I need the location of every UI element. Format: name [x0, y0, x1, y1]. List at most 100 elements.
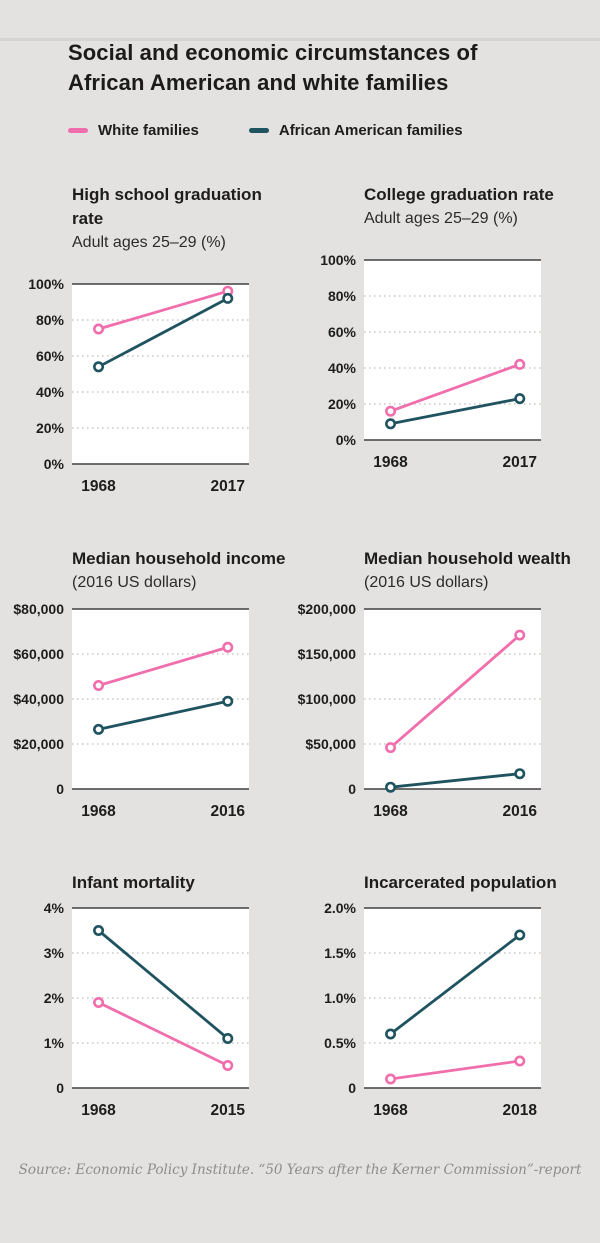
legend-label-african-american-families: African American families: [278, 122, 463, 139]
y-tick-label: $150,000: [298, 646, 357, 662]
chart-title: Median household wealth: [364, 549, 571, 568]
y-tick-label: 2%: [44, 990, 65, 1006]
y-tick-label: 60%: [328, 324, 357, 340]
plot-background: [364, 908, 541, 1088]
series-line-white-families: [390, 363, 521, 413]
x-tick-label: 1968: [373, 1102, 408, 1119]
y-tick-label: $60,000: [13, 646, 64, 662]
chart-canvas: 0 $50,000 $100,000 $150,000 $200,000 1968 2016: [298, 601, 541, 820]
legend-item-white-families: White families: [68, 122, 199, 139]
plot-area: 0 1% 2% 3% 4% 1968 2015: [2, 896, 294, 1126]
y-tick-label: 1.0%: [324, 990, 356, 1006]
y-tick-label: 80%: [36, 312, 65, 328]
data-point-african-american-families-1968: [93, 361, 105, 373]
plot-background: [72, 609, 249, 789]
y-tick-label: 80%: [328, 288, 357, 304]
x-tick-label: 2018: [503, 1102, 538, 1119]
legend: White families African American families: [68, 122, 600, 139]
data-point-white-families-1968: [93, 323, 105, 335]
chart-subtitle: (2016 US dollars): [364, 574, 489, 591]
data-point-african-american-families-2018: [514, 929, 526, 941]
data-point-african-american-families-2016: [222, 695, 234, 707]
x-tick-label: 2016: [503, 803, 538, 820]
african-american-families-swatch: [248, 128, 269, 133]
plot-area: 0% 20% 40% 60% 80% 100% 1968 2017: [2, 272, 294, 502]
data-point-white-families-1968: [93, 997, 105, 1009]
chart-subtitle: (2016 US dollars): [72, 574, 197, 591]
series-line-white-families: [389, 634, 521, 749]
x-tick-label: 1968: [81, 1102, 116, 1119]
data-point-white-families-1968: [385, 1073, 397, 1085]
series-line-african-american-families: [389, 933, 521, 1036]
chart-high-school-graduation-rate: High school graduation rate Adult ages 2…: [2, 183, 294, 502]
chart-college-graduation-rate: College graduation rate Adult ages 25–29…: [294, 183, 586, 502]
series-line-african-american-families: [390, 397, 521, 426]
data-point-white-families-2018: [514, 1055, 526, 1067]
data-point-african-american-families-1968: [385, 781, 397, 793]
series-line-african-american-families: [97, 297, 229, 369]
y-tick-label: 2.0%: [324, 900, 356, 916]
y-tick-label: 1.5%: [324, 945, 356, 961]
y-tick-label: 0: [348, 1080, 356, 1096]
y-tick-label: 0%: [336, 432, 357, 448]
data-point-white-families-2016: [222, 641, 234, 653]
data-point-white-families-2015: [222, 1060, 234, 1072]
series-line-white-families: [98, 289, 229, 331]
y-tick-label: 20%: [328, 396, 357, 412]
data-point-african-american-families-1968: [93, 924, 105, 936]
chart-median-household-income: Median household income (2016 US dollars…: [2, 547, 294, 827]
x-tick-label: 2016: [211, 803, 246, 820]
y-tick-label: 4%: [44, 900, 65, 916]
page-title-line1: Social and economic circumstances of: [68, 40, 478, 65]
data-point-white-families-2017: [514, 358, 526, 370]
y-tick-label: $100,000: [298, 691, 357, 707]
legend-item-african-american-families: African American families: [248, 122, 463, 139]
y-tick-label: $200,000: [298, 601, 357, 617]
series-line-african-american-families: [98, 699, 229, 731]
chart-canvas: 0 0.5% 1.0% 1.5% 2.0% 1968 2018: [324, 900, 541, 1119]
chart-canvas: 0% 20% 40% 60% 80% 100% 1968 2017: [320, 252, 541, 471]
x-tick-label: 1968: [81, 478, 116, 495]
y-tick-label: 0: [56, 1080, 64, 1096]
y-tick-label: 100%: [320, 252, 356, 268]
y-tick-label: 60%: [36, 348, 65, 364]
chart-subtitle: Adult ages 25–29 (%): [364, 210, 518, 227]
data-point-african-american-families-2017: [514, 393, 526, 405]
series-line-white-families: [97, 1001, 229, 1067]
legend-label-white-families: White families: [98, 122, 199, 139]
data-point-white-families-1968: [385, 742, 397, 754]
page-title: Social and economic circumstances of Afr…: [68, 38, 540, 98]
chart-title: College graduation rate: [364, 185, 554, 204]
chart-title: Incarcerated population: [364, 873, 557, 892]
chart-title: Infant mortality: [72, 873, 195, 892]
chart-canvas: 0 $20,000 $40,000 $60,000 $80,000 1968 2016: [13, 601, 249, 820]
plot-area: 0 $20,000 $40,000 $60,000 $80,000 1968 2016: [2, 597, 294, 827]
data-point-african-american-families-1968: [93, 723, 105, 735]
data-point-white-families-1968: [385, 405, 397, 417]
x-tick-label: 2017: [211, 478, 245, 495]
data-point-white-families-2016: [514, 629, 526, 641]
data-point-african-american-families-1968: [385, 1028, 397, 1040]
x-tick-label: 2017: [503, 454, 537, 471]
y-tick-label: 3%: [44, 945, 65, 961]
y-tick-label: $20,000: [13, 736, 64, 752]
y-tick-label: 0%: [44, 456, 65, 472]
source-note: Source: Economic Policy Institute. “50 Y…: [18, 1162, 582, 1178]
x-tick-label: 1968: [373, 803, 408, 820]
plot-area: 0 0.5% 1.0% 1.5% 2.0% 1968 2018: [294, 896, 586, 1126]
chart-canvas: 0 1% 2% 3% 4% 1968 2015: [44, 900, 249, 1119]
y-tick-label: 100%: [28, 276, 64, 292]
data-point-african-american-families-2017: [222, 292, 234, 304]
plot-area: 0 $50,000 $100,000 $150,000 $200,000 1968 2016: [294, 597, 586, 827]
x-tick-label: 1968: [373, 454, 408, 471]
page-title-line2: African American and white families: [68, 70, 449, 95]
y-tick-label: 0: [348, 781, 356, 797]
plot-background: [72, 284, 249, 464]
y-tick-label: 40%: [328, 360, 357, 376]
y-tick-label: 0.5%: [324, 1035, 356, 1051]
plot-background: [364, 609, 541, 789]
chart-title: High school graduation rate: [72, 185, 262, 228]
y-tick-label: 0: [56, 781, 64, 797]
series-line-white-families: [98, 645, 229, 687]
data-point-african-american-families-2016: [514, 768, 526, 780]
